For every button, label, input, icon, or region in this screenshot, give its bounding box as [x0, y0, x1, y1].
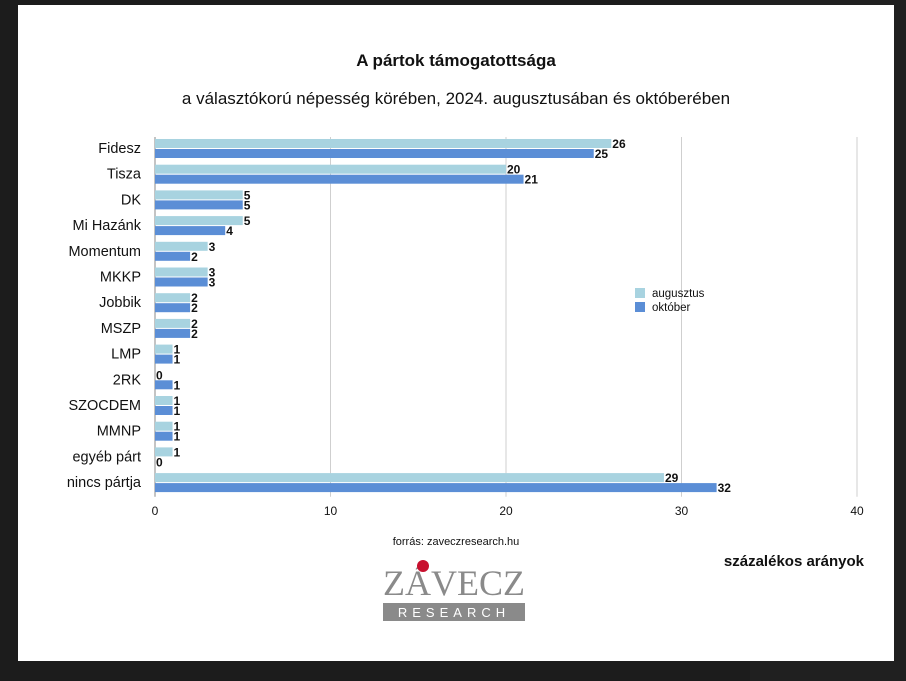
category-label: MSZP — [101, 321, 141, 337]
category-label: LMP — [111, 347, 141, 363]
bar-oktober — [155, 226, 226, 236]
bar-oktober — [155, 328, 191, 338]
category-label: MMNP — [97, 424, 141, 440]
data-label: 1 — [174, 445, 181, 459]
bar-oktober — [155, 174, 524, 184]
bar-oktober — [155, 406, 173, 415]
bar-oktober — [155, 277, 208, 287]
data-label: 1 — [174, 378, 181, 392]
x-tick-label: 20 — [499, 504, 513, 518]
bar-oktober — [155, 380, 173, 390]
x-tick-label: 10 — [324, 504, 338, 518]
category-label: Mi Hazánk — [73, 218, 142, 234]
data-label: 21 — [525, 173, 539, 187]
bar-augusztus — [155, 164, 506, 174]
data-label: 32 — [718, 481, 732, 495]
category-label: MKKP — [100, 270, 141, 286]
bar-augusztus — [155, 318, 191, 328]
data-label: 1 — [174, 430, 181, 444]
logo-dot — [417, 560, 429, 572]
category-label: SZOCDEM — [69, 398, 142, 414]
data-label: 5 — [244, 214, 251, 228]
category-label: Fidesz — [98, 141, 141, 157]
bar-augusztus — [155, 293, 191, 303]
data-label: 3 — [209, 266, 216, 280]
data-label: 0 — [156, 368, 163, 382]
category-label: Tisza — [107, 167, 142, 183]
category-label: nincs pártja — [67, 475, 142, 491]
legend-label: augusztus — [652, 288, 705, 300]
data-label: 0 — [156, 455, 163, 469]
category-label: Momentum — [68, 244, 141, 260]
bar-oktober — [155, 149, 594, 158]
bar-augusztus — [155, 473, 664, 483]
logo-band — [383, 603, 525, 621]
data-label: 1 — [174, 420, 181, 434]
legend-swatch — [635, 302, 645, 312]
x-tick-label: 0 — [152, 504, 159, 518]
data-label: 29 — [665, 471, 679, 485]
bar-augusztus — [155, 216, 243, 226]
data-label: 3 — [209, 276, 216, 290]
x-tick-label: 30 — [675, 504, 689, 518]
legend-swatch — [635, 288, 645, 298]
bar-oktober — [155, 303, 191, 313]
bar-augusztus — [155, 447, 173, 457]
bar-oktober — [155, 483, 717, 493]
data-label: 2 — [191, 250, 198, 264]
bar-oktober — [155, 251, 191, 261]
logo-wordmark: ZÁVECZ — [383, 563, 525, 603]
bar-oktober — [155, 200, 243, 210]
data-label: 5 — [244, 188, 251, 202]
data-label: 2 — [191, 291, 198, 305]
source-note: forrás: zaveczresearch.hu — [392, 536, 520, 548]
data-label: 1 — [174, 353, 181, 367]
bar-augusztus — [155, 267, 208, 277]
data-label: 3 — [209, 240, 216, 254]
category-label: Jobbik — [99, 295, 142, 311]
bar-augusztus — [155, 344, 173, 354]
bar-augusztus — [155, 139, 612, 148]
bar-augusztus — [155, 190, 243, 200]
x-tick-label: 40 — [850, 504, 864, 518]
category-label: egyéb párt — [72, 449, 141, 465]
category-label: DK — [121, 192, 141, 208]
data-label: 1 — [174, 394, 181, 408]
image-lightbox: A pártok támogatottsága a választókorú n… — [18, 5, 894, 661]
data-label: 25 — [595, 147, 609, 161]
data-label: 2 — [191, 327, 198, 341]
data-label: 2 — [191, 317, 198, 331]
logo-subtitle: RESEARCH — [398, 605, 510, 620]
bar-oktober — [155, 354, 173, 364]
chart-subtitle: a választókorú népesség körében, 2024. a… — [181, 89, 731, 108]
bar-augusztus — [155, 241, 208, 251]
bar-augusztus — [155, 421, 173, 431]
data-label: 1 — [174, 404, 181, 418]
data-label: 5 — [244, 198, 251, 212]
chart-title: A pártok támogatottsága — [356, 51, 556, 70]
bar-augusztus — [155, 396, 173, 405]
data-label: 20 — [507, 163, 521, 177]
data-label: 4 — [226, 224, 233, 238]
data-label: 1 — [174, 343, 181, 357]
data-label: 2 — [191, 301, 198, 315]
bar-oktober — [155, 431, 173, 441]
legend-label: október — [652, 302, 691, 314]
category-label: 2RK — [113, 372, 142, 388]
zavecz-logo: ZÁVECZ RESEARCH — [383, 560, 525, 621]
unit-note: százalékos arányok — [723, 553, 864, 570]
data-label: 26 — [612, 137, 626, 151]
